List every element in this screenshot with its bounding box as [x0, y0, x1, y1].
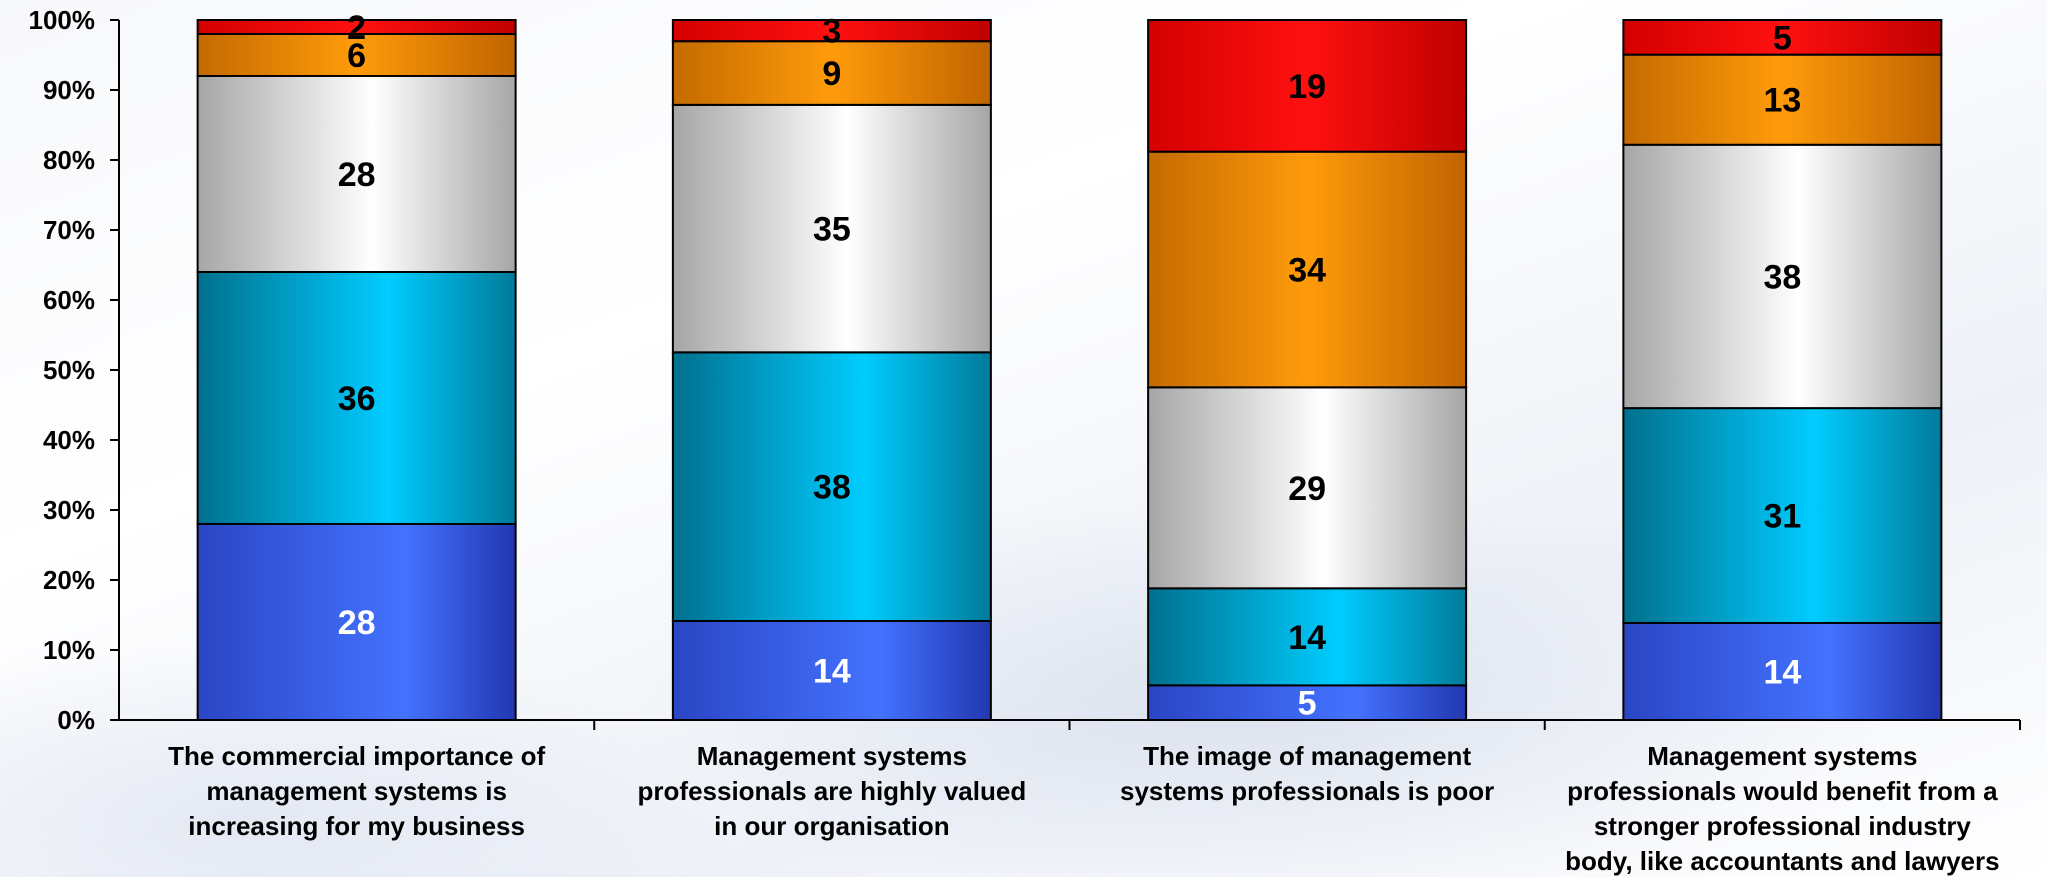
y-tick-label: 50% [43, 355, 95, 385]
x-category-label: The image of management systems professio… [1120, 741, 1494, 806]
bar-segment [1147, 150, 1468, 389]
x-category-label-line: in our organisation [714, 811, 949, 841]
bar-segment [1147, 684, 1468, 722]
x-category-label-line: The image of management [1143, 741, 1471, 771]
bar-segment [196, 523, 517, 721]
x-category-label-line: professionals would benefit from a [1567, 776, 1998, 806]
bar-segment [1622, 53, 1943, 146]
data-label: 5 [1773, 19, 1792, 57]
y-tick-label: 30% [43, 495, 95, 525]
y-tick-label: 20% [43, 565, 95, 595]
x-category-label-line: systems professionals is poor [1120, 776, 1494, 806]
data-label: 34 [1288, 252, 1326, 290]
bar-segment [1147, 19, 1468, 153]
bar-segment [1622, 143, 1943, 410]
data-label: 3 [822, 13, 841, 51]
y-tick-label: 90% [43, 75, 95, 105]
y-tick-label: 70% [43, 215, 95, 245]
x-category-label-line: Management systems [1647, 741, 1917, 771]
data-label: 5 [1298, 685, 1317, 723]
data-label: 35 [813, 211, 851, 249]
x-category-label: Management systems professionals would be… [1565, 741, 1999, 876]
data-label: 29 [1288, 470, 1326, 508]
data-label: 28 [338, 604, 376, 642]
x-category-label-line: increasing for my business [188, 811, 525, 841]
x-category-label-line: management systems is [206, 776, 507, 806]
x-category-label-line: stronger professional industry [1594, 811, 1972, 841]
data-label: 36 [338, 380, 376, 418]
x-category-label: Management systems professionals are high… [638, 741, 1027, 841]
x-category-label-line: body, like accountants and lawyers [1565, 846, 1999, 876]
bar-segment [671, 40, 992, 106]
bar-segment [196, 271, 517, 525]
y-tick-label: 80% [43, 145, 95, 175]
y-tick-label: 60% [43, 285, 95, 315]
y-tick-label: 40% [43, 425, 95, 455]
bar-segment [1147, 386, 1468, 590]
data-label: 38 [813, 469, 851, 507]
y-tick-label: 0% [57, 705, 95, 735]
x-category-label-line: The commercial importance of [168, 741, 545, 771]
bar-segment [1147, 587, 1468, 687]
bar-segment [196, 19, 517, 35]
data-label: 31 [1763, 498, 1801, 536]
bar-segment [671, 19, 992, 43]
data-label: 13 [1763, 82, 1801, 120]
x-category-label-line: professionals are highly valued [638, 776, 1027, 806]
x-category-label: The commercial importance of management s… [168, 741, 545, 841]
data-label: 14 [1763, 653, 1801, 691]
bar-segment [1622, 407, 1943, 624]
bar-segment [1622, 621, 1943, 721]
data-label: 6 [347, 37, 366, 75]
data-label: 14 [813, 653, 851, 691]
y-tick-label: 100% [29, 5, 96, 35]
data-label: 19 [1288, 68, 1326, 106]
bar-segment [196, 33, 517, 77]
bar-segment [1622, 19, 1943, 56]
bar-segment [671, 351, 992, 623]
data-label: 14 [1288, 619, 1326, 657]
bar-segment [671, 103, 992, 354]
data-label: 9 [822, 55, 841, 93]
y-tick-label: 10% [43, 635, 95, 665]
data-label: 28 [338, 156, 376, 194]
bar-segment [196, 75, 517, 273]
data-label: 2 [347, 9, 366, 47]
data-label: 38 [1763, 258, 1801, 296]
x-category-label-line: Management systems [697, 741, 967, 771]
